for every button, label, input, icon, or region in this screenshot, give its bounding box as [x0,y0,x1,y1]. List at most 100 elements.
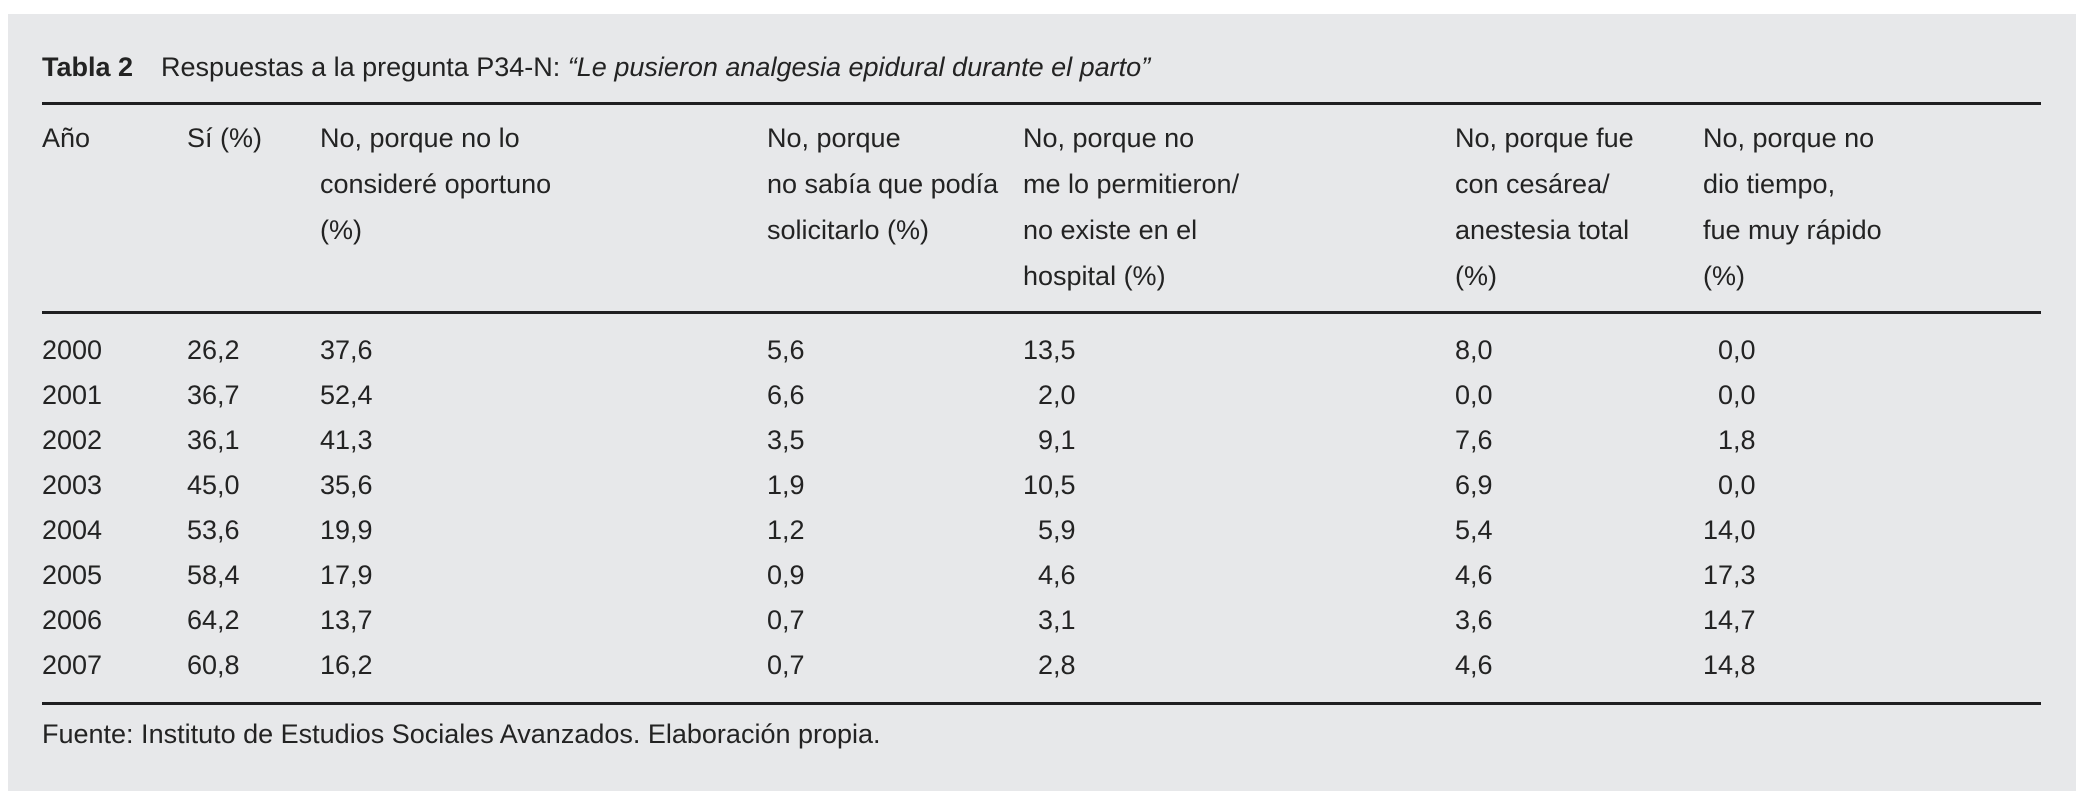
value-cell: 0,0 [1455,373,1703,418]
table-row: 2001 36,7 52,4 6,6 2,0 0,0 0,0 [42,373,2041,418]
value-cell: 10,5 [1023,463,1455,508]
percentage-value: 5,9 [1038,515,1076,545]
table-caption: Tabla 2 Respuestas a la pregunta P34-N: “… [42,14,2041,84]
percentage-value: 4,6 [1455,650,1493,680]
value-cell: 19,9 [320,508,767,553]
value-cell: 37,6 [320,328,767,373]
year-cell: 2004 [42,515,103,545]
percentage-value: 36,1 [187,425,240,455]
value-cell: 5,9 [1023,508,1455,553]
percentage-value: 16,2 [320,650,373,680]
value-cell: 4,6 [1455,553,1703,598]
column-header-no-considere: No, porque no lo consideré oportuno (%) [320,123,552,245]
percentage-value: 0,0 [1718,335,1756,365]
percentage-value: 36,7 [187,380,240,410]
value-cell: 0,7 [767,598,1023,643]
percentage-value: 13,5 [1023,335,1076,365]
value-cell: 6,9 [1455,463,1703,508]
value-cell: 14,0 [1703,508,2041,553]
value-cell: 6,6 [767,373,1023,418]
value-cell: 3,6 [1455,598,1703,643]
value-cell: 16,2 [320,643,767,688]
value-cell: 5,4 [1455,508,1703,553]
percentage-value: 0,9 [767,560,805,590]
year-cell: 2007 [42,650,103,680]
value-cell: 41,3 [320,418,767,463]
table-row: 2007 60,8 16,2 0,7 2,8 4,6 14,8 [42,643,2041,688]
percentage-value: 4,6 [1455,560,1493,590]
percentage-value: 3,6 [1455,605,1493,635]
value-cell: 14,7 [1703,598,2041,643]
percentage-value: 0,0 [1718,470,1756,500]
percentage-value: 1,9 [767,470,805,500]
percentage-value: 19,9 [320,515,373,545]
table-body: 2000 26,2 37,6 5,6 13,5 8,0 0,0 2001 36,7 52,4 6,6… [42,314,2041,688]
percentage-value: 6,6 [767,380,805,410]
year-cell: 2000 [42,335,103,365]
percentage-value: 2,0 [1038,380,1076,410]
value-cell: 52,4 [320,373,767,418]
table-row: 2002 36,1 41,3 3,5 9,1 7,6 1,8 [42,418,2041,463]
percentage-value: 64,2 [187,605,240,635]
year-cell: 2006 [42,605,103,635]
value-cell: 1,9 [767,463,1023,508]
year-cell: 2003 [42,470,103,500]
percentage-value: 9,1 [1038,425,1076,455]
value-cell: 9,1 [1023,418,1455,463]
table-row: 2006 64,2 13,7 0,7 3,1 3,6 14,7 [42,598,2041,643]
top-rule [42,102,2041,105]
value-cell: 0,0 [1703,463,2041,508]
column-header-cesarea: No, porque fue con cesárea/ anestesia to… [1455,123,1634,291]
value-cell: 13,7 [320,598,767,643]
percentage-value: 52,4 [320,380,373,410]
year-cell: 2001 [42,380,103,410]
percentage-value: 7,6 [1455,425,1493,455]
value-cell: 3,1 [1023,598,1455,643]
percentage-value: 58,4 [187,560,240,590]
value-cell: 4,6 [1023,553,1455,598]
value-cell: 5,6 [767,328,1023,373]
column-header-year: Año [42,123,91,153]
percentage-value: 5,4 [1455,515,1493,545]
value-cell: 13,5 [1023,328,1455,373]
value-cell: 14,8 [1703,643,2041,688]
table-panel: Tabla 2 Respuestas a la pregunta P34-N: “… [8,14,2076,791]
value-cell: 3,5 [767,418,1023,463]
value-cell: 2,8 [1023,643,1455,688]
value-cell: 2,0 [1023,373,1455,418]
table-row: 2000 26,2 37,6 5,6 13,5 8,0 0,0 [42,328,2041,373]
percentage-value: 14,7 [1703,605,1756,635]
column-header-no-permitieron: No, porque no me lo permitieron/ no exis… [1023,123,1240,291]
percentage-value: 0,7 [767,650,805,680]
percentage-value: 14,8 [1703,650,1756,680]
value-cell: 8,0 [1455,328,1703,373]
percentage-value: 0,0 [1718,380,1756,410]
percentage-value: 17,9 [320,560,373,590]
percentage-value: 26,2 [187,335,240,365]
value-cell: 1,2 [767,508,1023,553]
value-cell: 0,7 [767,643,1023,688]
table-content: Tabla 2 Respuestas a la pregunta P34-N: “… [42,14,2041,755]
value-cell: 35,6 [320,463,767,508]
percentage-value: 37,6 [320,335,373,365]
table-source: Fuente: Instituto de Estudios Sociales A… [42,719,881,749]
value-cell: 0,0 [1703,373,2041,418]
column-header-si: Sí (%) [187,123,263,153]
year-cell: 2002 [42,425,103,455]
table-header-row: Año Sí (%) No, porque no lo consideré op… [42,105,2041,311]
table-row: 2005 58,4 17,9 0,9 4,6 4,6 17,3 [42,553,2041,598]
percentage-value: 8,0 [1455,335,1493,365]
year-cell: 2005 [42,560,103,590]
percentage-value: 6,9 [1455,470,1493,500]
percentage-value: 1,2 [767,515,805,545]
value-cell: 0,0 [1703,328,2041,373]
percentage-value: 4,6 [1038,560,1076,590]
value-cell: 7,6 [1455,418,1703,463]
value-cell: 36,1 [187,418,320,463]
table-row: 2003 45,0 35,6 1,9 10,5 6,9 0,0 [42,463,2041,508]
column-header-no-sabia: No, porque no sabía que podía solicitarl… [767,123,999,245]
value-cell: 1,8 [1703,418,2041,463]
value-cell: 0,9 [767,553,1023,598]
caption-text: Respuestas a la pregunta P34-N: [161,52,568,82]
